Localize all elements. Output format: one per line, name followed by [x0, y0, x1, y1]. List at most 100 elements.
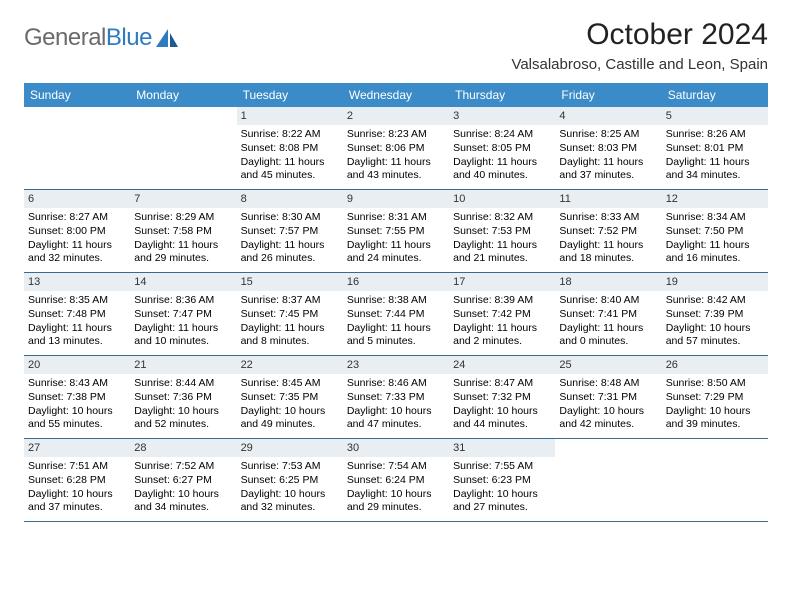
sunrise-text: Sunrise: 7:55 AM: [453, 460, 551, 474]
calendar-cell: 9Sunrise: 8:31 AMSunset: 7:55 PMDaylight…: [343, 190, 449, 272]
dow-header: Sunday: [24, 83, 130, 107]
sunset-text: Sunset: 6:27 PM: [134, 474, 232, 488]
daylight-text: Daylight: 10 hours and 42 minutes.: [559, 405, 657, 432]
calendar-cell: 8Sunrise: 8:30 AMSunset: 7:57 PMDaylight…: [237, 190, 343, 272]
daylight-text: Daylight: 10 hours and 52 minutes.: [134, 405, 232, 432]
sunset-text: Sunset: 8:01 PM: [666, 142, 764, 156]
day-number: 22: [237, 356, 343, 374]
day-number: 14: [130, 273, 236, 291]
calendar-cell: 18Sunrise: 8:40 AMSunset: 7:41 PMDayligh…: [555, 273, 661, 355]
calendar-cell: 12Sunrise: 8:34 AMSunset: 7:50 PMDayligh…: [662, 190, 768, 272]
dow-header: Monday: [130, 83, 236, 107]
day-number: 11: [555, 190, 661, 208]
day-number: 18: [555, 273, 661, 291]
sunset-text: Sunset: 8:08 PM: [241, 142, 339, 156]
location-text: Valsalabroso, Castille and Leon, Spain: [511, 56, 768, 73]
logo: GeneralBlue: [24, 24, 180, 52]
sunrise-text: Sunrise: 8:31 AM: [347, 211, 445, 225]
sunset-text: Sunset: 7:33 PM: [347, 391, 445, 405]
sunset-text: Sunset: 7:31 PM: [559, 391, 657, 405]
sunrise-text: Sunrise: 8:26 AM: [666, 128, 764, 142]
sunset-text: Sunset: 7:47 PM: [134, 308, 232, 322]
daylight-text: Daylight: 10 hours and 27 minutes.: [453, 488, 551, 515]
day-number: 16: [343, 273, 449, 291]
sunset-text: Sunset: 7:42 PM: [453, 308, 551, 322]
daylight-text: Daylight: 10 hours and 39 minutes.: [666, 405, 764, 432]
sunset-text: Sunset: 6:28 PM: [28, 474, 126, 488]
daylight-text: Daylight: 11 hours and 45 minutes.: [241, 156, 339, 183]
day-number: 1: [237, 107, 343, 125]
sunset-text: Sunset: 7:29 PM: [666, 391, 764, 405]
sunrise-text: Sunrise: 7:51 AM: [28, 460, 126, 474]
calendar-cell: 13Sunrise: 8:35 AMSunset: 7:48 PMDayligh…: [24, 273, 130, 355]
daylight-text: Daylight: 11 hours and 16 minutes.: [666, 239, 764, 266]
sunset-text: Sunset: 7:55 PM: [347, 225, 445, 239]
daylight-text: Daylight: 10 hours and 55 minutes.: [28, 405, 126, 432]
calendar-body: 1Sunrise: 8:22 AMSunset: 8:08 PMDaylight…: [24, 107, 768, 522]
daylight-text: Daylight: 11 hours and 29 minutes.: [134, 239, 232, 266]
calendar-cell: 7Sunrise: 8:29 AMSunset: 7:58 PMDaylight…: [130, 190, 236, 272]
sunset-text: Sunset: 7:41 PM: [559, 308, 657, 322]
day-number: 3: [449, 107, 555, 125]
calendar-cell: 25Sunrise: 8:48 AMSunset: 7:31 PMDayligh…: [555, 356, 661, 438]
sunset-text: Sunset: 7:48 PM: [28, 308, 126, 322]
day-number: 30: [343, 439, 449, 457]
calendar-cell-empty: [130, 107, 236, 189]
calendar-cell: 27Sunrise: 7:51 AMSunset: 6:28 PMDayligh…: [24, 439, 130, 521]
day-number: 15: [237, 273, 343, 291]
day-number: 4: [555, 107, 661, 125]
month-title: October 2024: [511, 18, 768, 52]
day-number: 13: [24, 273, 130, 291]
sunrise-text: Sunrise: 8:40 AM: [559, 294, 657, 308]
calendar-cell: 22Sunrise: 8:45 AMSunset: 7:35 PMDayligh…: [237, 356, 343, 438]
day-number: 2: [343, 107, 449, 125]
daylight-text: Daylight: 10 hours and 29 minutes.: [347, 488, 445, 515]
sunrise-text: Sunrise: 7:53 AM: [241, 460, 339, 474]
day-number: 21: [130, 356, 236, 374]
sunrise-text: Sunrise: 8:45 AM: [241, 377, 339, 391]
sunset-text: Sunset: 7:52 PM: [559, 225, 657, 239]
sunset-text: Sunset: 7:35 PM: [241, 391, 339, 405]
daylight-text: Daylight: 11 hours and 37 minutes.: [559, 156, 657, 183]
sunrise-text: Sunrise: 8:50 AM: [666, 377, 764, 391]
sunset-text: Sunset: 6:23 PM: [453, 474, 551, 488]
calendar-cell-empty: [555, 439, 661, 521]
daylight-text: Daylight: 11 hours and 34 minutes.: [666, 156, 764, 183]
calendar-cell: 21Sunrise: 8:44 AMSunset: 7:36 PMDayligh…: [130, 356, 236, 438]
sunrise-text: Sunrise: 8:30 AM: [241, 211, 339, 225]
day-number: 5: [662, 107, 768, 125]
daylight-text: Daylight: 11 hours and 24 minutes.: [347, 239, 445, 266]
day-number: 29: [237, 439, 343, 457]
calendar-cell: 6Sunrise: 8:27 AMSunset: 8:00 PMDaylight…: [24, 190, 130, 272]
calendar-cell: 5 Sunrise: 8:26 AMSunset: 8:01 PMDaylight…: [662, 107, 768, 189]
dow-header: Wednesday: [343, 83, 449, 107]
sunrise-text: Sunrise: 8:27 AM: [28, 211, 126, 225]
title-block: October 2024 Valsalabroso, Castille and …: [511, 18, 768, 73]
day-number: 7: [130, 190, 236, 208]
calendar-cell: 3Sunrise: 8:24 AMSunset: 8:05 PMDaylight…: [449, 107, 555, 189]
sunset-text: Sunset: 7:45 PM: [241, 308, 339, 322]
daylight-text: Daylight: 11 hours and 18 minutes.: [559, 239, 657, 266]
sail-icon: [154, 27, 180, 49]
sunrise-text: Sunrise: 7:54 AM: [347, 460, 445, 474]
day-number: 10: [449, 190, 555, 208]
dow-header: Tuesday: [237, 83, 343, 107]
sunrise-text: Sunrise: 7:52 AM: [134, 460, 232, 474]
sunrise-text: Sunrise: 8:37 AM: [241, 294, 339, 308]
calendar-cell: 15Sunrise: 8:37 AMSunset: 7:45 PMDayligh…: [237, 273, 343, 355]
day-number: 23: [343, 356, 449, 374]
sunset-text: Sunset: 8:05 PM: [453, 142, 551, 156]
daylight-text: Daylight: 10 hours and 44 minutes.: [453, 405, 551, 432]
calendar-cell: 24Sunrise: 8:47 AMSunset: 7:32 PMDayligh…: [449, 356, 555, 438]
calendar-cell: 17Sunrise: 8:39 AMSunset: 7:42 PMDayligh…: [449, 273, 555, 355]
sunrise-text: Sunrise: 8:34 AM: [666, 211, 764, 225]
sunrise-text: Sunrise: 8:24 AM: [453, 128, 551, 142]
sunrise-text: Sunrise: 8:42 AM: [666, 294, 764, 308]
calendar-cell: 2Sunrise: 8:23 AMSunset: 8:06 PMDaylight…: [343, 107, 449, 189]
calendar-cell: 30Sunrise: 7:54 AMSunset: 6:24 PMDayligh…: [343, 439, 449, 521]
day-number: 27: [24, 439, 130, 457]
day-number: 6: [24, 190, 130, 208]
daylight-text: Daylight: 11 hours and 32 minutes.: [28, 239, 126, 266]
day-number: 25: [555, 356, 661, 374]
sunset-text: Sunset: 8:03 PM: [559, 142, 657, 156]
